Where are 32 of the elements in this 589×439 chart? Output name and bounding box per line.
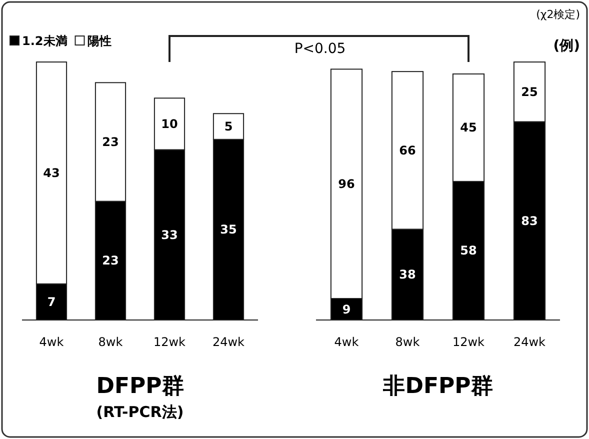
text: (χ2検定) [536, 8, 580, 21]
x-tick-label: 8wk [98, 335, 123, 349]
x-axis-title: DFPP群 [96, 374, 184, 399]
data-label: 38 [399, 268, 416, 282]
data-label: 7 [47, 294, 56, 309]
text: (RT-PCR法) [96, 403, 184, 421]
x-tick-label: 24wk [212, 335, 245, 349]
data-label: 43 [43, 166, 60, 180]
data-label: 83 [521, 214, 538, 228]
data-label: 23 [102, 134, 119, 149]
data-label: 58 [460, 244, 477, 258]
x-tick-label: 12wk [452, 335, 485, 349]
data-label: 45 [460, 120, 477, 135]
legend-label: 1.2未満 [22, 34, 68, 48]
data-label: 25 [521, 84, 538, 99]
x-axis-title: 非DFPP群 [382, 374, 493, 399]
data-label: 10 [161, 116, 178, 131]
data-label: 96 [338, 176, 355, 191]
text: (例) [553, 38, 580, 54]
data-label: 9 [342, 302, 351, 316]
data-label: 23 [102, 254, 119, 268]
x-tick-label: 12wk [153, 335, 186, 349]
x-tick-label: 4wk [39, 335, 64, 349]
data-label: 33 [161, 228, 178, 242]
x-tick-label: 4wk [334, 335, 359, 349]
text: P<0.05 [294, 41, 346, 57]
legend-label: 陽性 [87, 34, 112, 48]
data-label: 5 [224, 120, 233, 134]
data-label: 66 [399, 143, 416, 158]
data-label: 35 [220, 222, 237, 237]
x-tick-label: 24wk [513, 335, 546, 349]
x-tick-label: 8wk [395, 335, 420, 349]
